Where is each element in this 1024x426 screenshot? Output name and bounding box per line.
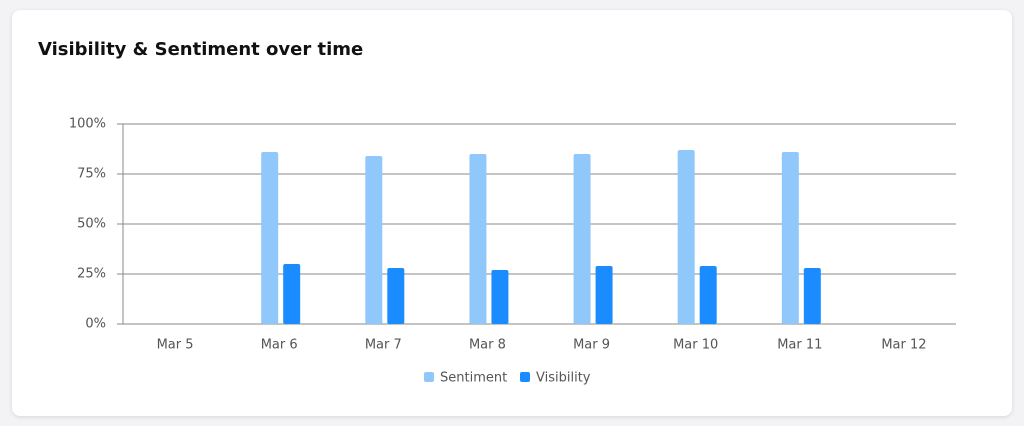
legend-swatch (520, 372, 530, 382)
bar (573, 154, 591, 324)
card (12, 10, 1012, 416)
bar (283, 264, 301, 324)
x-tick-label: Mar 7 (365, 338, 402, 353)
bar (595, 266, 613, 324)
x-tick-label: Mar 6 (261, 338, 298, 353)
x-tick-label: Mar 10 (673, 338, 718, 353)
y-tick-label: 25% (77, 267, 106, 282)
bar (491, 270, 509, 324)
y-tick-label: 75% (77, 167, 106, 182)
legend-swatch (424, 372, 434, 382)
y-tick-label: 50% (77, 217, 106, 232)
bar (469, 154, 487, 324)
bar (365, 156, 383, 324)
bar (677, 150, 695, 324)
chart-title: Visibility & Sentiment over time (38, 39, 363, 60)
x-tick-label: Mar 8 (469, 338, 506, 353)
x-tick-label: Mar 11 (777, 338, 822, 353)
y-tick-label: 100% (69, 117, 106, 132)
legend-label: Visibility (536, 371, 591, 386)
y-tick-label: 0% (85, 317, 106, 332)
x-tick-label: Mar 9 (573, 338, 610, 353)
x-tick-label: Mar 5 (157, 338, 194, 353)
bar (261, 152, 279, 324)
bar (699, 266, 717, 324)
bar (803, 268, 821, 324)
legend-label: Sentiment (440, 371, 507, 386)
bar (781, 152, 799, 324)
x-tick-label: Mar 12 (881, 338, 926, 353)
bar (387, 268, 405, 324)
